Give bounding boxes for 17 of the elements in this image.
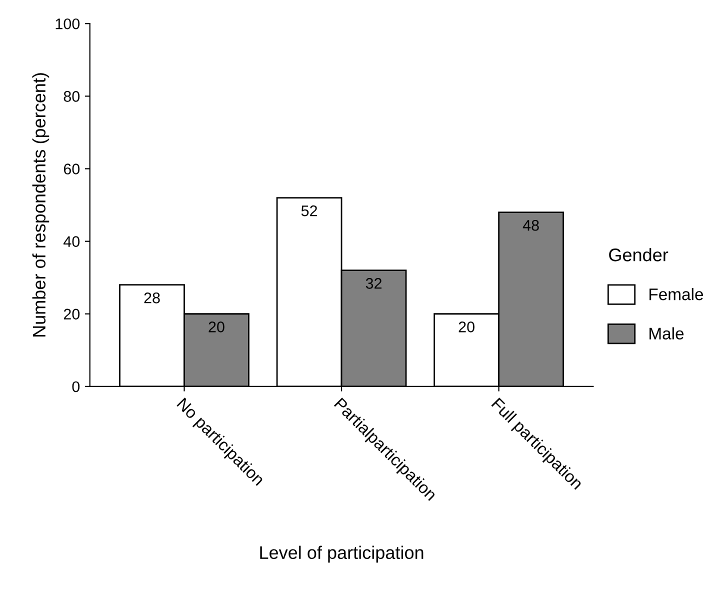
y-tick-label: 80	[64, 91, 80, 102]
legend-label: Female	[650, 288, 704, 300]
data-label: 20	[458, 322, 474, 332]
legend-label: Male	[650, 327, 684, 340]
y-tick-label: 0	[72, 381, 80, 392]
data-label: 32	[366, 278, 382, 289]
data-label: 48	[522, 220, 539, 231]
y-tick-label: 20	[64, 308, 80, 320]
y-axis-title: Number of respondents (percent)	[32, 73, 50, 337]
y-tick-label: 40	[64, 236, 80, 247]
y-tick-label: 100	[56, 18, 80, 30]
x-axis-title: Level of participation	[260, 546, 424, 563]
data-label: 52	[301, 205, 318, 216]
data-label: 28	[144, 292, 160, 304]
y-tick-label: 60	[64, 164, 80, 174]
legend-title: Gender	[609, 248, 668, 262]
data-label: 20	[208, 322, 224, 332]
